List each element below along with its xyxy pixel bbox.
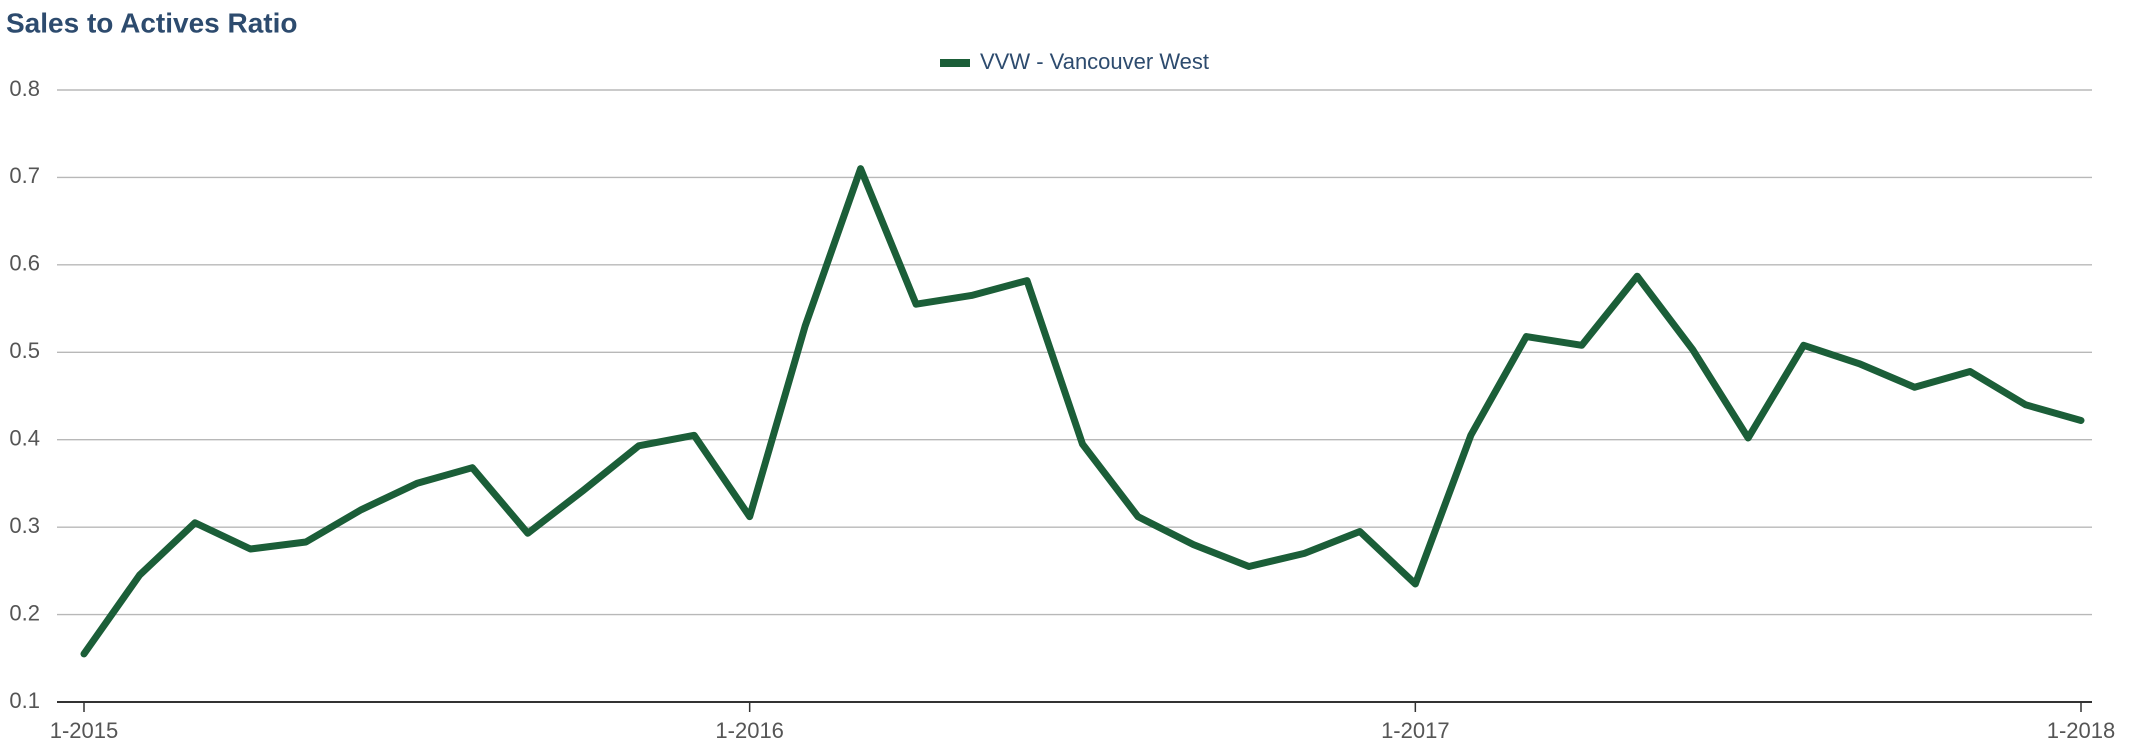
y-tick-label: 0.4 [9, 426, 40, 451]
y-tick-label: 0.8 [9, 76, 40, 101]
y-tick-label: 0.3 [9, 513, 40, 538]
y-tick-label: 0.7 [9, 163, 40, 188]
y-tick-label: 0.2 [9, 600, 40, 625]
chart-title: Sales to Actives Ratio [6, 7, 298, 38]
x-tick-label: 1-2016 [715, 718, 784, 743]
series-line [80, 165, 2085, 658]
y-tick-label: 0.5 [9, 338, 40, 363]
y-tick-label: 0.1 [9, 688, 40, 713]
legend-label: VVW - Vancouver West [980, 49, 1209, 74]
x-tick-label: 1-2017 [1381, 718, 1450, 743]
x-tick-label: 1-2015 [50, 718, 119, 743]
y-tick-label: 0.6 [9, 251, 40, 276]
x-tick-label: 1-2018 [2047, 718, 2116, 743]
